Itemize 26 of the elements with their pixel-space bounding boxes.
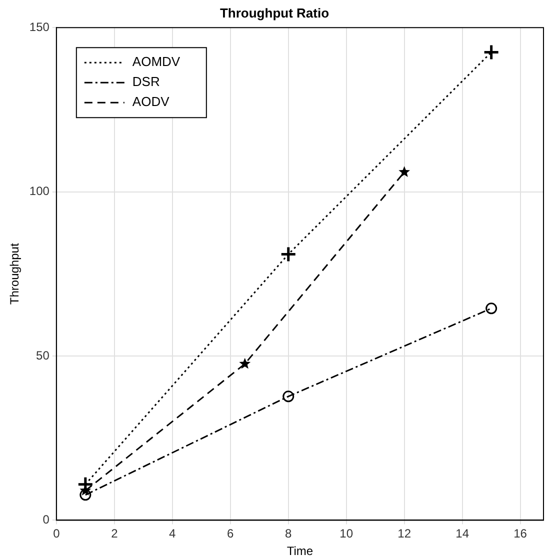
x-tick-label: 0: [53, 526, 60, 541]
y-axis-title: Throughput: [8, 242, 22, 305]
x-tick-label: 2: [111, 526, 118, 541]
point: [239, 358, 251, 369]
legend-label: AODV: [132, 94, 170, 110]
y-tick-label: 100: [29, 184, 50, 198]
chart-title: Throughput Ratio: [220, 5, 330, 20]
legend-label: AOMDV: [132, 54, 180, 70]
x-tick-label: 10: [340, 526, 354, 541]
point: [80, 489, 92, 501]
legend-label: DSR: [132, 74, 160, 90]
x-tick-label: 16: [514, 526, 528, 541]
point: [486, 302, 498, 314]
y-tick-label: 150: [29, 20, 50, 34]
x-axis-title: Time: [286, 544, 314, 558]
point: [398, 166, 410, 177]
point: [483, 44, 500, 60]
y-tick-label: 50: [36, 348, 50, 362]
x-tick-label: 4: [169, 526, 176, 541]
x-tick-label: 12: [398, 526, 412, 541]
x-tick-label: 8: [285, 526, 292, 541]
x-tick-label: 14: [456, 526, 470, 541]
y-tick-label: 0: [42, 512, 50, 527]
x-tick-label: 6: [227, 526, 234, 541]
point: [280, 246, 297, 262]
point: [282, 390, 294, 402]
